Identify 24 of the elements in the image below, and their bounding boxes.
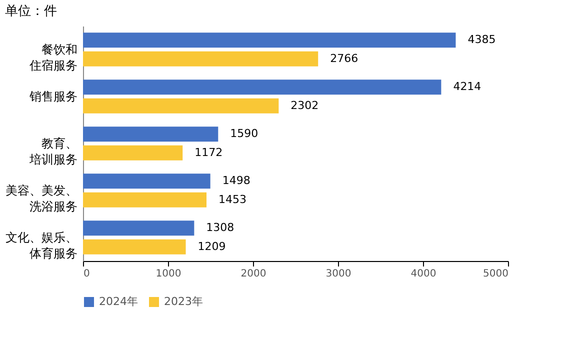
y-tick-label: 餐饮和住宿服务 (28, 42, 78, 72)
chart-title: 单位：件 (5, 4, 57, 19)
x-tick-label: 2000 (240, 268, 266, 280)
y-tick-label: 销售服务 (28, 90, 78, 104)
data-label: 1209 (198, 240, 226, 253)
data-label: 1172 (194, 146, 223, 159)
y-tick-label: 教育、培训服务 (28, 136, 78, 166)
data-label: 1498 (222, 174, 250, 188)
data-label: 1308 (206, 221, 234, 234)
data-label: 2302 (290, 98, 319, 112)
x-tick-label: 3000 (326, 268, 352, 280)
data-label: 2766 (330, 52, 358, 65)
legend-label: 2023年 (164, 295, 203, 308)
x-tick-label: 1000 (156, 268, 182, 280)
y-tick-label: 美容、美发、洗浴服务 (6, 184, 78, 214)
legend-label: 2024年 (99, 295, 138, 308)
x-tick-label: 4000 (410, 268, 436, 280)
data-label: 4385 (468, 33, 496, 46)
x-tick-label: 0 (84, 268, 90, 280)
data-label: 1590 (230, 127, 258, 140)
data-label: 4214 (453, 80, 482, 94)
data-label: 1453 (218, 192, 247, 206)
y-tick-label: 文化、娱乐、体育服务 (6, 230, 78, 260)
x-tick-label: 5000 (483, 268, 508, 280)
